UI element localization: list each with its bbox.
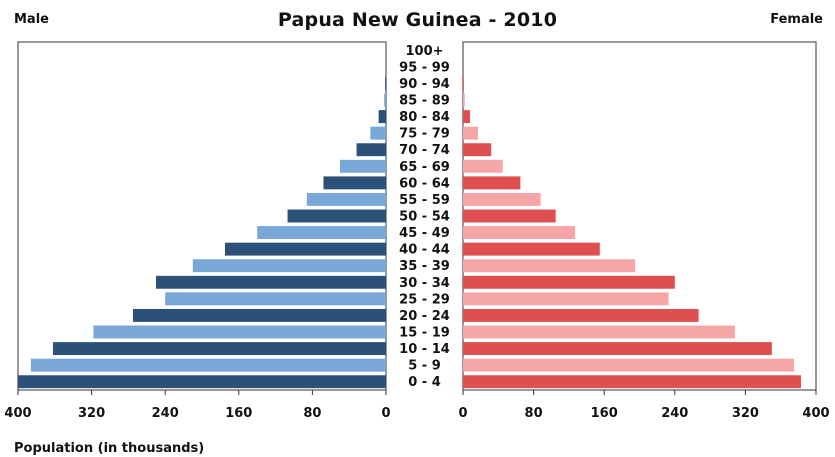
age-group-label: 95 - 99 — [399, 60, 450, 75]
female-x-tick-label: 240 — [661, 406, 688, 421]
male-x-tick-label: 240 — [152, 406, 179, 421]
age-group-label: 85 - 89 — [399, 94, 450, 109]
male-bar-5-9 — [30, 358, 386, 372]
male-bar-10-14 — [52, 342, 387, 356]
female-bar-45-49 — [463, 226, 576, 240]
age-group-label: 75 - 79 — [399, 127, 450, 142]
age-group-label: 45 - 49 — [399, 226, 450, 241]
age-group-label: 10 - 14 — [399, 342, 450, 357]
female-bar-85-89 — [463, 93, 465, 107]
male-bar-55-59 — [306, 192, 386, 206]
female-bar-65-69 — [463, 159, 503, 173]
age-group-label: 0 - 4 — [408, 375, 441, 390]
male-bar-70-74 — [356, 143, 386, 157]
x-axis-label: Population (in thousands) — [14, 441, 205, 456]
male-x-tick-label: 0 — [381, 406, 390, 421]
female-x-tick-label: 80 — [525, 406, 543, 421]
age-group-label: 5 - 9 — [408, 359, 441, 374]
male-bar-35-39 — [192, 259, 386, 273]
age-group-label: 60 - 64 — [399, 176, 450, 191]
female-bar-5-9 — [463, 358, 794, 372]
male-x-tick-label: 80 — [303, 406, 321, 421]
male-x-tick-label: 400 — [4, 406, 31, 421]
male-bar-90-94 — [385, 76, 386, 90]
female-bar-90-94 — [463, 76, 464, 90]
male-bar-75-79 — [370, 126, 386, 140]
age-group-label: 50 - 54 — [399, 210, 450, 225]
chart-title: Papua New Guinea - 2010 — [277, 9, 558, 31]
female-bar-0-4 — [463, 375, 801, 389]
male-bar-30-34 — [156, 275, 386, 289]
male-bar-15-19 — [93, 325, 386, 339]
age-group-label: 40 - 44 — [399, 243, 450, 258]
female-x-tick-label: 0 — [458, 406, 467, 421]
female-bar-20-24 — [463, 308, 699, 322]
female-bar-50-54 — [463, 209, 556, 223]
female-bar-75-79 — [463, 126, 479, 140]
age-group-label: 55 - 59 — [399, 193, 450, 208]
age-group-label: 25 - 29 — [399, 292, 450, 307]
male-bar-45-49 — [257, 226, 386, 240]
female-bar-70-74 — [463, 143, 492, 157]
male-bar-80-84 — [378, 110, 386, 124]
female-bar-25-29 — [463, 292, 669, 306]
age-group-label: 65 - 69 — [399, 160, 450, 175]
age-group-label: 70 - 74 — [399, 143, 450, 158]
female-bar-80-84 — [463, 110, 471, 124]
age-group-label: 30 - 34 — [399, 276, 450, 291]
female-bar-55-59 — [463, 192, 541, 206]
male-bar-20-24 — [133, 308, 386, 322]
female-bar-30-34 — [463, 275, 675, 289]
male-bar-25-29 — [165, 292, 386, 306]
male-bar-65-69 — [340, 159, 386, 173]
age-group-label: 15 - 19 — [399, 326, 450, 341]
male-bar-0-4 — [18, 375, 386, 389]
male-bar-85-89 — [384, 93, 386, 107]
female-x-tick-label: 400 — [802, 406, 829, 421]
female-side-label: Female — [770, 12, 823, 27]
male-bar-50-54 — [287, 209, 386, 223]
female-bar-35-39 — [463, 259, 636, 273]
female-bar-40-44 — [463, 242, 600, 256]
age-group-label: 80 - 84 — [399, 110, 450, 125]
female-bar-10-14 — [463, 342, 772, 356]
female-bar-15-19 — [463, 325, 735, 339]
male-x-tick-label: 160 — [225, 406, 252, 421]
male-bar-60-64 — [323, 176, 386, 190]
female-bar-60-64 — [463, 176, 521, 190]
female-x-tick-label: 160 — [591, 406, 618, 421]
male-x-tick-label: 320 — [78, 406, 105, 421]
male-side-label: Male — [14, 12, 49, 27]
age-group-label: 100+ — [405, 44, 443, 59]
female-x-tick-label: 320 — [732, 406, 759, 421]
age-group-label: 20 - 24 — [399, 309, 450, 324]
male-bar-40-44 — [225, 242, 386, 256]
age-group-label: 35 - 39 — [399, 259, 450, 274]
age-group-label: 90 - 94 — [399, 77, 450, 92]
